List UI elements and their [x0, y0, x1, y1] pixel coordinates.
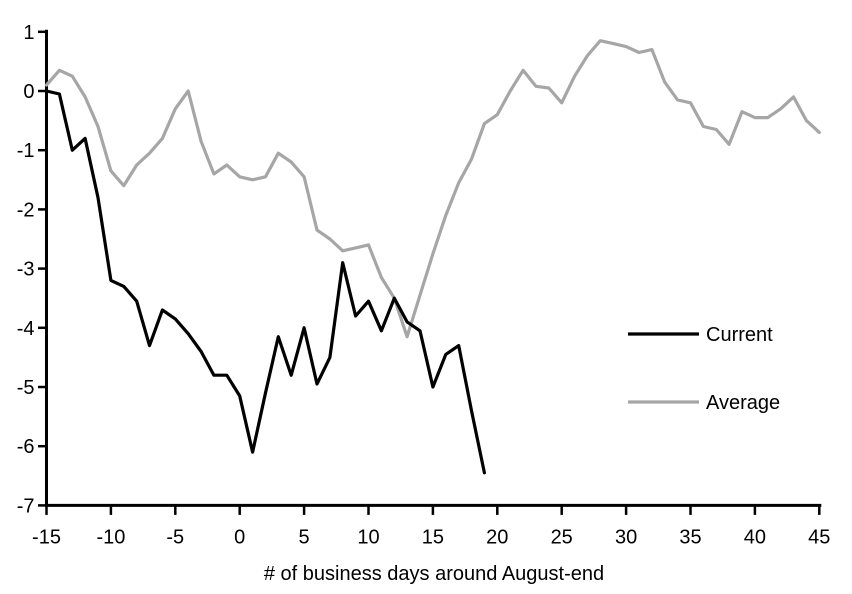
- legend-label-current: Current: [706, 324, 773, 346]
- x-tick-label: 45: [808, 526, 830, 548]
- x-tick-label: 30: [615, 526, 637, 548]
- x-tick-label: 5: [299, 526, 310, 548]
- x-tick-label: -10: [96, 526, 125, 548]
- y-tick-label: -4: [17, 318, 35, 340]
- series-line-current: [44, 89, 486, 475]
- y-tick-label: 1: [23, 22, 34, 44]
- legend: Current Average: [628, 324, 780, 414]
- y-tick-label: 0: [23, 81, 34, 103]
- y-tick-label: -6: [17, 436, 35, 458]
- x-tick-label: 35: [679, 526, 701, 548]
- y-tick-label: -5: [17, 377, 35, 399]
- axis-ticks: [38, 30, 821, 515]
- y-tick-label: -3: [17, 259, 35, 281]
- x-tick-label: -15: [32, 526, 61, 548]
- y-tick-label: -1: [17, 140, 35, 162]
- x-tick-label: 25: [551, 526, 573, 548]
- y-tick-label: -7: [17, 495, 35, 517]
- axes: [45, 29, 822, 507]
- y-tick-label: -2: [17, 199, 35, 221]
- x-tick-label: 15: [422, 526, 444, 548]
- axis-tick-labels: 10-1-2-3-4-5-6-7-15 -10 -5 0 5 10 15 20 25 30 35 40…: [17, 22, 831, 549]
- x-axis-title: # of business days around August-end: [264, 563, 604, 585]
- series-line-average: [44, 39, 821, 339]
- x-tick-label: 20: [486, 526, 508, 548]
- x-tick-label: 10: [357, 526, 379, 548]
- series-lines: [44, 39, 821, 475]
- legend-label-average: Average: [706, 392, 780, 414]
- x-tick-label: -5: [166, 526, 184, 548]
- x-tick-label: 0: [234, 526, 245, 548]
- x-tick-label: 40: [744, 526, 766, 548]
